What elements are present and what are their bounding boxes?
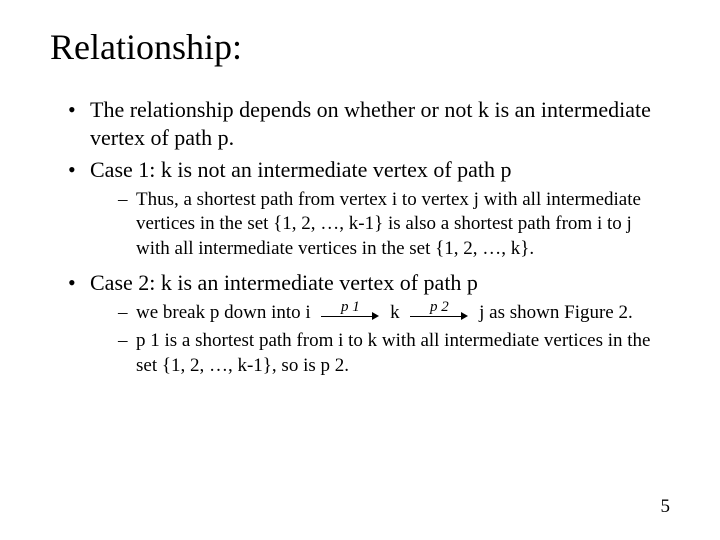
path-breakdown-line: we break p down into i p 1 k p 2 j	[136, 302, 633, 323]
sub-bullet-list: we break p down into i p 1 k p 2 j	[90, 301, 670, 378]
slide-title: Relationship:	[50, 28, 670, 68]
bullet-text: Case 1: k is not an intermediate vertex …	[90, 157, 512, 182]
arrow-label: p 2	[410, 298, 468, 317]
sub-bullet-item: we break p down into i p 1 k p 2 j	[118, 301, 670, 325]
path-text-j: j as shown Figure 2.	[479, 302, 633, 323]
arrow-shaft	[410, 316, 462, 317]
sub-bullet-text: Thus, a shortest path from vertex i to v…	[136, 189, 641, 259]
path-text-k: k	[390, 302, 400, 323]
page-number: 5	[661, 496, 671, 518]
bullet-text: The relationship depends on whether or n…	[90, 97, 651, 150]
sub-bullet-text: p 1 is a shortest path from i to k with …	[136, 330, 650, 375]
path-text-i: we break p down into i	[136, 302, 311, 323]
sub-bullet-item: Thus, a shortest path from vertex i to v…	[118, 188, 670, 261]
bullet-item: Case 2: k is an intermediate vertex of p…	[68, 269, 670, 378]
bullet-text: Case 2: k is an intermediate vertex of p…	[90, 270, 478, 295]
bullet-item: Case 1: k is not an intermediate vertex …	[68, 156, 670, 261]
arrow-label: p 1	[321, 298, 379, 317]
arrow-p2: p 2	[410, 306, 468, 322]
arrow-head-icon	[372, 312, 379, 320]
arrow-shaft	[321, 316, 373, 317]
bullet-list: The relationship depends on whether or n…	[50, 96, 670, 379]
sub-bullet-item: p 1 is a shortest path from i to k with …	[118, 329, 670, 378]
slide: Relationship: The relationship depends o…	[0, 0, 720, 540]
bullet-item: The relationship depends on whether or n…	[68, 96, 670, 152]
arrow-head-icon	[461, 312, 468, 320]
sub-bullet-list: Thus, a shortest path from vertex i to v…	[90, 188, 670, 261]
arrow-p1: p 1	[321, 306, 379, 322]
